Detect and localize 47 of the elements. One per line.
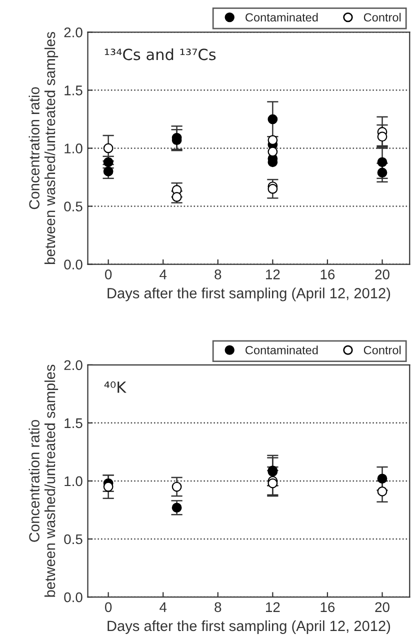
point [268, 478, 278, 488]
legend-label: Contaminated [246, 12, 318, 22]
point [377, 157, 388, 168]
point [268, 184, 278, 194]
y-tick-label: 2.0 [64, 360, 82, 370]
x-axis-title: Days after the first sampling (April 12, 2012) [108, 620, 390, 634]
x-axis-title: Days after the first sampling (April 12, 2012) [108, 288, 390, 302]
y-tick-label: 0.5 [64, 202, 82, 212]
x-tick-label: 12 [266, 270, 280, 280]
x-tick-label: 0 [105, 602, 112, 612]
point [172, 482, 182, 492]
y-tick-label: 1.5 [64, 418, 82, 428]
x-tick-label: 16 [320, 602, 335, 612]
point [377, 132, 388, 142]
text: ¹³⁴Cs and ¹³⁷Cs [104, 48, 216, 60]
y-tick-label: 1.5 [64, 86, 82, 96]
y-tick-label: 1.0 [64, 144, 82, 154]
point [172, 502, 182, 513]
point [377, 168, 388, 178]
y-tick-label: 0.0 [64, 260, 82, 270]
x-tick-label: 0 [105, 270, 112, 280]
point [103, 482, 114, 492]
point [268, 135, 278, 146]
x-tick-label: 12 [266, 602, 280, 612]
x-tick-label: 8 [214, 270, 222, 280]
y-tick-label: 0.5 [64, 534, 82, 544]
x-tick-label: 16 [320, 270, 335, 280]
y-tick-label: 1.0 [64, 476, 82, 486]
point [377, 474, 388, 484]
legend-label: Contaminated [246, 346, 318, 354]
legend-label: Control [364, 12, 401, 22]
x-tick-label: 4 [160, 270, 167, 280]
text: ⁴⁰K [104, 381, 126, 393]
point [103, 166, 114, 176]
point [268, 114, 278, 124]
x-tick-label: 8 [214, 602, 222, 612]
y-tick-label: 0.0 [64, 592, 82, 602]
y-axis-title: Concentration ratio between washed/untreated samples [28, 364, 58, 597]
legend-label: Control [364, 346, 401, 354]
y-tick-label: 2.0 [64, 27, 82, 38]
point [268, 146, 278, 157]
point [103, 143, 114, 154]
x-tick-label: 20 [375, 602, 390, 612]
x-tick-label: 4 [160, 602, 167, 612]
y-axis-title: Concentration ratio between washed/untreated samples [28, 32, 58, 264]
point [377, 486, 388, 496]
x-tick-label: 20 [375, 270, 390, 280]
